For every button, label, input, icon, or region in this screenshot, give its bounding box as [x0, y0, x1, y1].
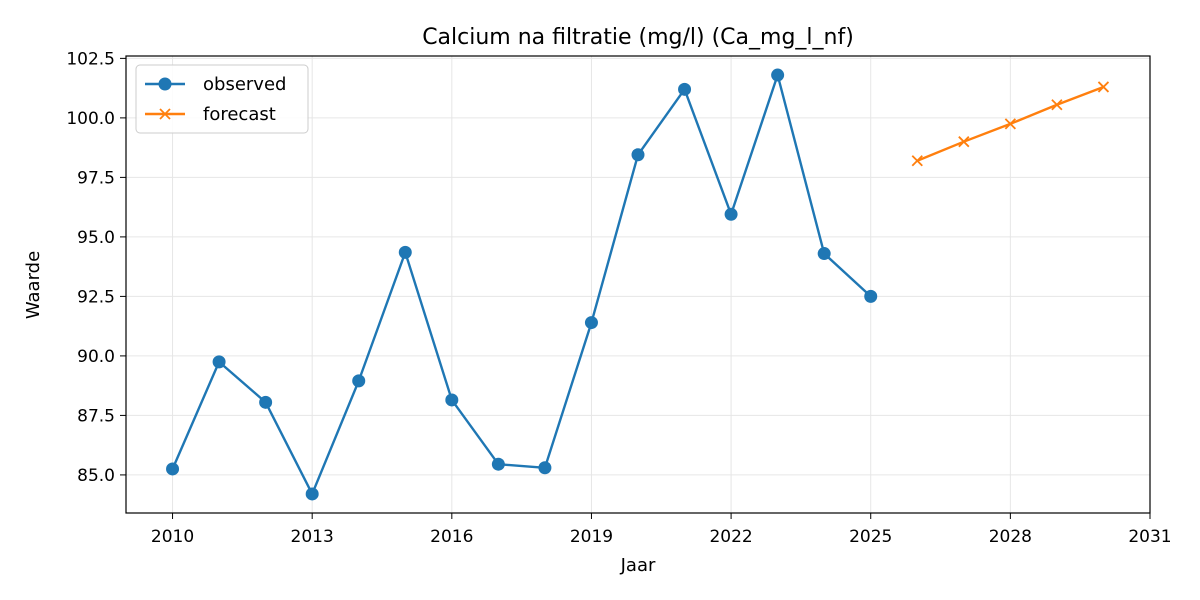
y-tick-label: 97.5: [77, 168, 115, 188]
marker-stroke: [911, 155, 923, 167]
legend-swatch-marker: [159, 108, 171, 120]
y-axis: 85.0 87.5 90.0 92.5 95.0 97.5 100.0 102.5: [66, 49, 126, 486]
y-tick-label: 92.5: [77, 287, 115, 307]
data-point-forecast: [911, 155, 923, 167]
x-tick-label: 2016: [430, 527, 473, 547]
legend-item: forecast: [145, 104, 276, 125]
legend-box: [135, 64, 309, 134]
y-tick-label: 95.0: [77, 228, 115, 248]
data-point-observed: [352, 374, 366, 388]
data-point-observed: [445, 393, 459, 407]
data-point-observed: [678, 82, 692, 96]
data-point-observed: [864, 289, 878, 303]
x-tick-label: 2013: [291, 527, 334, 547]
x-tick-label: 2031: [1128, 527, 1171, 547]
marker-stroke: [1097, 81, 1110, 93]
legend-label: forecast: [203, 104, 276, 125]
x-axis-label: Jaar: [620, 555, 656, 576]
x-axis: 2010 2013 2016 2019 2022 2025 2028 2031: [151, 513, 1172, 547]
marker-stroke: [1051, 99, 1063, 111]
y-tick-label: 100.0: [66, 109, 115, 129]
y-tick-label: 85.0: [77, 466, 115, 486]
marker-stroke: [1004, 118, 1017, 130]
x-tick-label: 2022: [709, 527, 752, 547]
x-tick-label: 2028: [989, 527, 1032, 547]
data-point-forecast: [1051, 99, 1063, 111]
data-point-observed: [212, 355, 226, 369]
data-point-observed: [305, 487, 319, 501]
data-point-forecast: [1097, 81, 1110, 93]
data-point-observed: [398, 245, 412, 259]
series-line-observed: [171, 73, 872, 496]
legend-swatch-marker: [158, 77, 172, 91]
y-tick-label: 90.0: [77, 347, 115, 367]
data-point-observed: [584, 316, 598, 330]
data-point-observed: [631, 148, 645, 162]
legend: observed forecast: [135, 64, 309, 134]
series-layer: [166, 68, 1110, 501]
data-point-observed: [538, 461, 552, 475]
grid: [126, 56, 1151, 513]
data-point-observed: [724, 207, 738, 221]
marker-stroke: [958, 136, 970, 148]
data-point-observed: [166, 462, 180, 476]
x-tick-label: 2019: [570, 527, 613, 547]
x-tick-label: 2010: [151, 527, 194, 547]
chart-title: Calcium na filtratie (mg/l) (Ca_mg_l_nf): [422, 25, 854, 50]
y-tick-label: 102.5: [66, 49, 115, 69]
plot-area-frame: [125, 55, 1151, 514]
data-point-observed: [491, 457, 505, 471]
data-point-observed: [771, 68, 785, 82]
legend-item: observed: [145, 74, 286, 95]
x-tick-label: 2025: [849, 527, 892, 547]
y-tick-label: 87.5: [77, 406, 115, 426]
data-point-forecast: [958, 136, 970, 148]
data-point-forecast: [1004, 118, 1017, 130]
y-axis-label: Waarde: [23, 251, 44, 319]
data-point-observed: [259, 395, 273, 409]
legend-label: observed: [203, 74, 286, 95]
data-point-observed: [817, 247, 831, 261]
